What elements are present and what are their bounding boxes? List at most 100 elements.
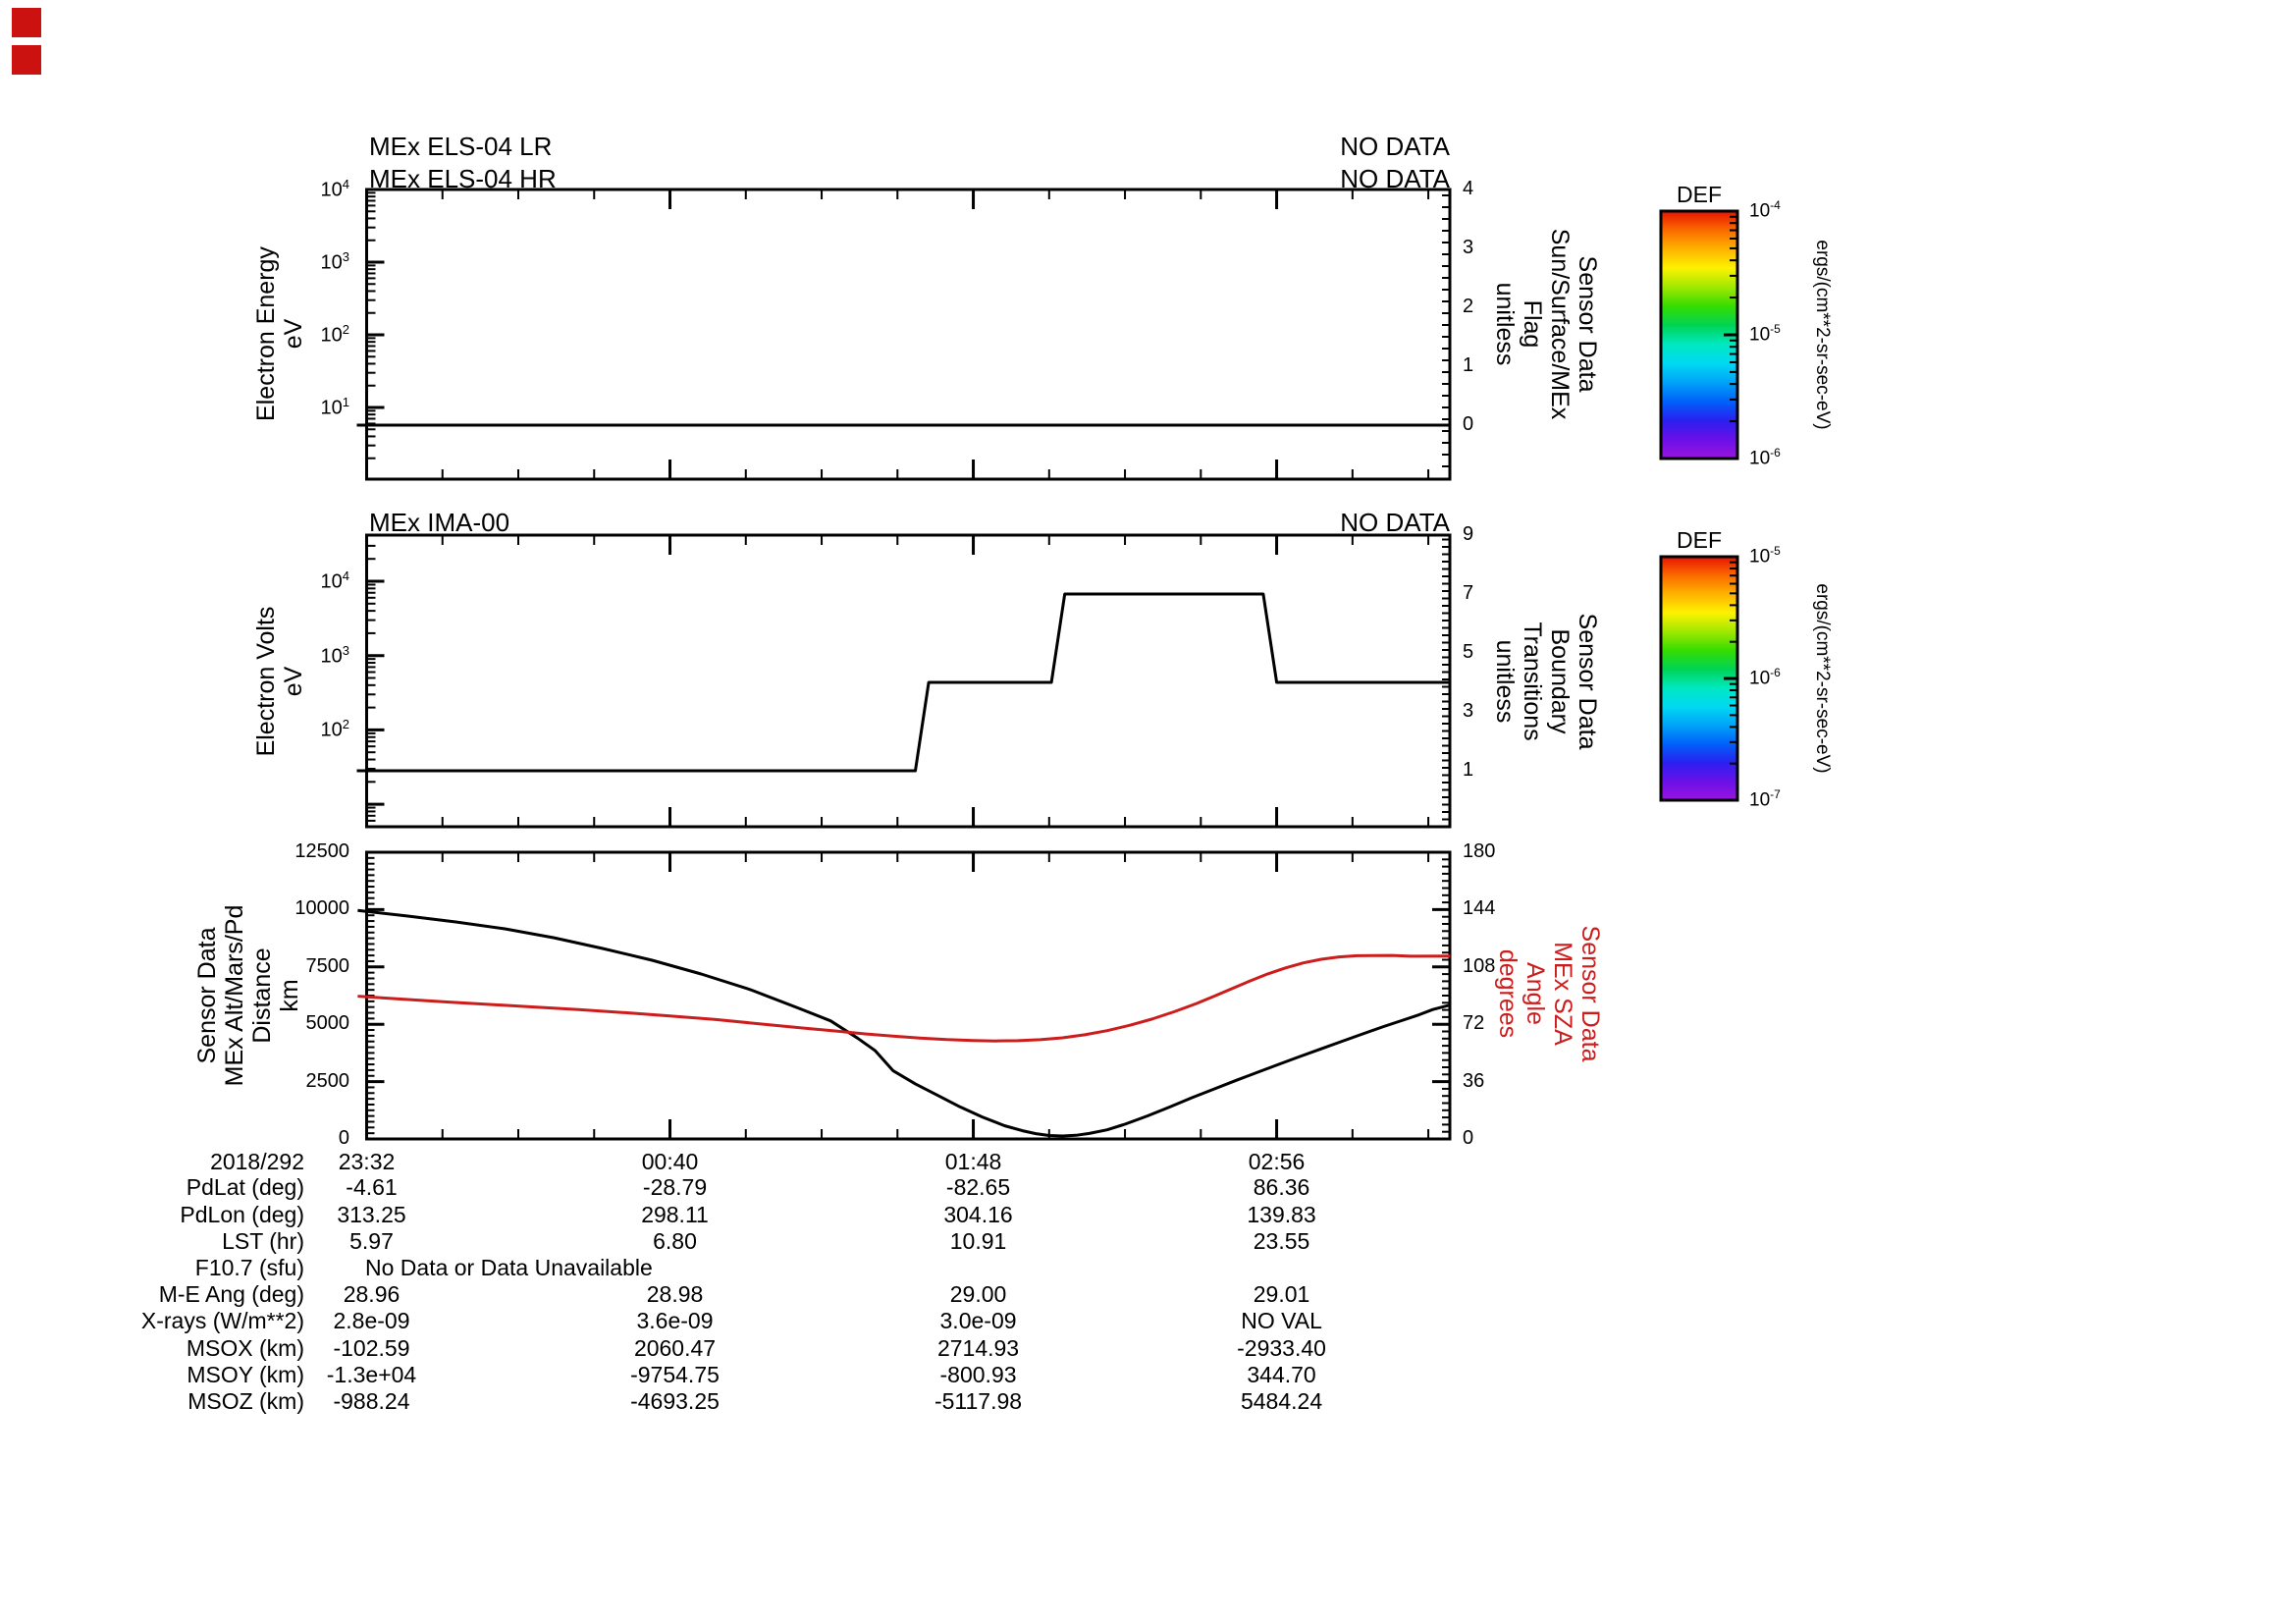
y-axis-tick-label: 104 [320, 177, 349, 201]
table-cell: NO VAL [1241, 1308, 1322, 1334]
time-tick-label: 01:48 [944, 1149, 1002, 1174]
red-marker-2 [12, 45, 41, 75]
right-axis-tick-label: 108 [1463, 954, 1496, 977]
table-cell: 29.01 [1253, 1281, 1310, 1308]
table-cell: -1.3e+04 [326, 1361, 417, 1387]
panel1-title-hr: MEx ELS-04 HR [369, 164, 557, 193]
table-cell: -82.65 [945, 1174, 1011, 1201]
right-axis-tick-label: 7 [1463, 582, 1474, 604]
table-cell: 3.0e-09 [939, 1308, 1017, 1334]
panel1-title-lr: MEx ELS-04 LR [369, 132, 553, 161]
colorbar-unit-label: ergs/(cm**2-sr-sec-eV) [1812, 583, 1833, 774]
table-row-label: PdLat (deg) [186, 1174, 304, 1201]
table-cell: 313.25 [337, 1201, 406, 1227]
y-axis-tick-label: 102 [320, 717, 349, 742]
colorbar-unit-label: ergs/(cm**2-sr-sec-eV) [1812, 240, 1833, 430]
colorbar-title: DEF [1677, 182, 1722, 207]
table-cell: 23.55 [1253, 1227, 1310, 1254]
y-axis-tick-label: 12500 [294, 840, 349, 862]
table-row-label: M-E Ang (deg) [158, 1281, 304, 1308]
table-cell: 28.98 [646, 1281, 704, 1308]
table-cell: 86.36 [1253, 1174, 1310, 1201]
table-merged-cell: No Data or Data Unavailable [365, 1255, 653, 1280]
y-axis-tick-label: 7500 [305, 954, 350, 977]
panel3-right-axis-label: Sensor Data MEx SZA Angle degrees [1494, 925, 1604, 1062]
y-axis-tick-label: 104 [320, 568, 349, 593]
table-cell: -102.59 [333, 1334, 410, 1361]
panel2-nodata: NO DATA [1340, 508, 1450, 537]
panel2-title: MEx IMA-00 [369, 508, 510, 537]
table-cell: 6.80 [653, 1227, 697, 1254]
y-axis-tick-label: 102 [320, 322, 349, 347]
right-axis-tick-label: 9 [1463, 523, 1474, 545]
panel3-left-axis-label: Sensor Data MEx Alt/Mars/Pd Distance km [193, 904, 303, 1087]
right-axis-tick-label: 180 [1463, 840, 1496, 862]
table-cell: 29.00 [949, 1281, 1007, 1308]
table-cell: 5484.24 [1240, 1388, 1323, 1414]
colorbar-tick-label: 10-6 [1749, 666, 1781, 689]
table-row-label: X-rays (W/m**2) [140, 1308, 304, 1334]
table-row-label: PdLon (deg) [180, 1201, 304, 1227]
y-axis-tick-label: 103 [320, 249, 349, 274]
y-axis-tick-label: 0 [338, 1127, 349, 1149]
y-axis-tick-label: 101 [320, 395, 349, 419]
table-cell: 3.6e-09 [636, 1308, 714, 1334]
table-cell: 5.97 [349, 1227, 394, 1254]
colorbar-tick-label: 10-5 [1749, 322, 1781, 346]
panel2-left-axis-label: Electron Volts eV [252, 606, 307, 757]
table-cell: 2060.47 [633, 1334, 717, 1361]
time-tick-label: 00:40 [641, 1149, 699, 1174]
table-row-label: MSOZ (km) [187, 1388, 304, 1414]
colorbar-tick-label: 10-4 [1749, 198, 1781, 222]
table-cell: 304.16 [943, 1201, 1013, 1227]
y-axis-tick-label: 103 [320, 642, 349, 668]
colorbar-title: DEF [1677, 527, 1722, 553]
table-row-label: LST (hr) [222, 1227, 304, 1254]
table-cell: 344.70 [1247, 1361, 1316, 1387]
table-cell: 298.11 [641, 1201, 709, 1227]
right-axis-tick-label: 72 [1463, 1012, 1485, 1035]
time-tick-label: 02:56 [1248, 1149, 1306, 1174]
time-tick-label: 23:32 [338, 1149, 396, 1174]
colorbar-tick-label: 10-5 [1749, 544, 1781, 568]
panel1-right-axis-label: Sensor Data Sun/Surface/MEx Flag unitless [1491, 228, 1601, 420]
right-axis-tick-label: 1 [1463, 759, 1474, 781]
table-cell: 28.96 [343, 1281, 400, 1308]
table-row-label: MSOX (km) [186, 1334, 304, 1361]
table-cell: -4.61 [346, 1174, 398, 1201]
right-axis-tick-label: 36 [1463, 1069, 1485, 1092]
right-axis-tick-label: 3 [1463, 237, 1474, 258]
right-axis-tick-label: 5 [1463, 641, 1474, 663]
table-cell: 2714.93 [936, 1334, 1020, 1361]
right-axis-tick-label: 3 [1463, 700, 1474, 722]
right-axis-tick-label: 0 [1463, 413, 1474, 435]
right-axis-tick-label: 1 [1463, 354, 1474, 376]
table-cell: 2.8e-09 [333, 1308, 410, 1334]
y-axis-tick-label: 10000 [294, 897, 349, 920]
table-row-label: MSOY (km) [187, 1361, 304, 1387]
date-label: 2018/292 [210, 1149, 304, 1174]
table-cell: -988.24 [333, 1388, 410, 1414]
table-cell: -2933.40 [1237, 1334, 1326, 1361]
right-axis-tick-label: 2 [1463, 296, 1474, 317]
table-cell: 139.83 [1247, 1201, 1316, 1227]
colorbar-tick-label: 10-7 [1749, 787, 1781, 811]
panel1-nodata-lr: NO DATA [1340, 132, 1450, 161]
right-axis-tick-label: 144 [1463, 897, 1496, 920]
right-axis-tick-label: 4 [1463, 178, 1474, 199]
red-marker-1 [12, 8, 41, 37]
table-row-label: F10.7 (sfu) [194, 1255, 304, 1280]
panel1-left-axis-label: Electron Energy eV [252, 246, 307, 421]
right-axis-tick-label: 0 [1463, 1127, 1474, 1149]
table-cell: -9754.75 [630, 1361, 720, 1387]
table-cell: -4693.25 [630, 1388, 720, 1414]
table-cell: -5117.98 [934, 1388, 1023, 1414]
table-cell: -800.93 [939, 1361, 1017, 1387]
y-axis-tick-label: 2500 [305, 1069, 350, 1092]
table-cell: 10.91 [949, 1227, 1007, 1254]
colorbar-tick-label: 10-6 [1749, 446, 1781, 469]
panel1-nodata-hr: NO DATA [1340, 164, 1450, 193]
table-cell: -28.79 [642, 1174, 708, 1201]
